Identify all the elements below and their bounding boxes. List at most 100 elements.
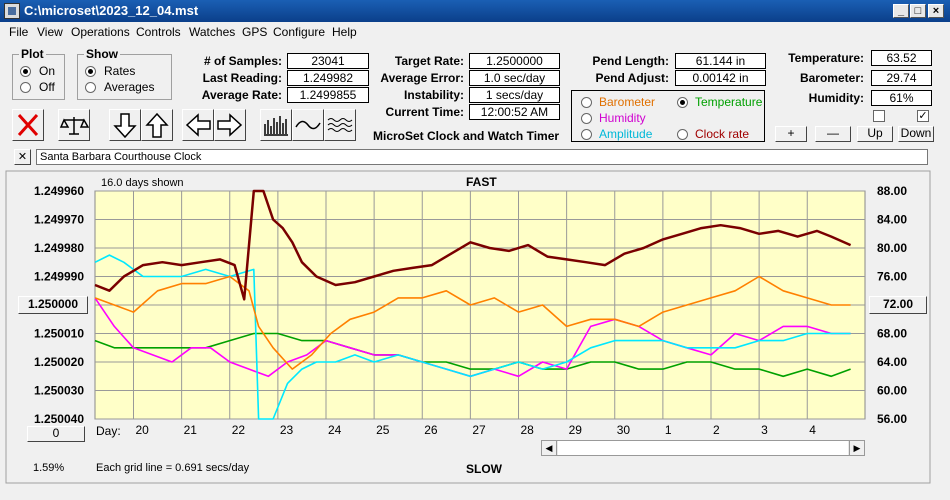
plot-off-radio[interactable] (20, 82, 31, 93)
menu-operations[interactable]: Operations (71, 25, 130, 39)
menu-watches[interactable]: Watches (189, 25, 236, 39)
clear-icon (17, 113, 39, 137)
arrow-down-button[interactable] (109, 109, 141, 141)
amplitude-radio[interactable] (581, 129, 592, 140)
amplitude-option: Amplitude (599, 127, 653, 141)
scroll-right-icon[interactable]: ▶ (849, 441, 864, 455)
aux-checkbox-1[interactable] (873, 110, 885, 122)
show-group: Show Rates Averages (77, 47, 172, 100)
clock-rate-radio[interactable] (677, 129, 688, 140)
y2-tick-label: 80.00 (877, 241, 907, 255)
arrow-right-icon (217, 113, 243, 137)
minimize-button[interactable]: _ (893, 4, 909, 18)
scroll-thumb[interactable] (558, 441, 848, 455)
arrow-left-icon (185, 113, 211, 137)
plus-button[interactable]: + (775, 126, 807, 142)
temperature-label: Temperature: (788, 51, 864, 65)
aux-checkbox-2[interactable]: ✓ (917, 110, 929, 122)
barometer-option: Barometer (599, 95, 656, 109)
menu-gps[interactable]: GPS (242, 25, 268, 39)
maximize-button[interactable]: □ (910, 4, 926, 18)
show-averages-radio[interactable] (85, 82, 96, 93)
current-time-label: Current Time: (385, 105, 464, 119)
wave-button[interactable] (292, 109, 324, 141)
center-rate-button[interactable]: 1.250000 (18, 296, 88, 314)
title-bar: C:\microset\2023_12_04.mst _ □ × (0, 0, 950, 22)
x-tick-label: 28 (521, 423, 535, 437)
pend-adjust-field: 0.00142 in (675, 70, 766, 86)
y-axis-left: 1.249960 1.249970 1.249980 1.249990 1.250010… (34, 184, 84, 426)
left-scale-button[interactable]: 0 (27, 426, 85, 442)
app-icon[interactable] (4, 3, 20, 19)
samples-label: # of Samples: (203, 54, 282, 68)
series-line-barometer (94, 332, 851, 378)
arrow-right-button[interactable] (214, 109, 246, 141)
menu-view[interactable]: View (37, 25, 63, 39)
x-tick-label: 20 (136, 423, 150, 437)
temperature-radio[interactable] (677, 97, 688, 108)
x-tick-label: 26 (424, 423, 438, 437)
window-title: C:\microset\2023_12_04.mst (24, 3, 199, 18)
pend-length-field: 61.144 in (675, 53, 766, 69)
plot-on-label: On (39, 64, 56, 78)
last-reading-label: Last Reading: (202, 71, 282, 85)
menu-configure[interactable]: Configure (273, 25, 326, 39)
y-tick-label: 1.250030 (34, 384, 84, 398)
arrow-left-button[interactable] (182, 109, 214, 141)
scroll-left-icon[interactable]: ◀ (542, 441, 557, 455)
description-field[interactable]: Santa Barbara Courthouse Clock (36, 149, 928, 165)
histogram-button[interactable] (260, 109, 292, 141)
y-axis-right: 88.00 84.00 80.00 76.00 68.00 64.00 60.00 56.00 (877, 184, 907, 426)
histogram-icon (264, 116, 288, 136)
y2-tick-label: 60.00 (877, 384, 907, 398)
clear-button[interactable] (12, 109, 44, 141)
plot-on-radio[interactable] (20, 66, 31, 77)
temperature-option: Temperature (695, 95, 763, 109)
clock-rate-option: Clock rate (695, 127, 750, 141)
barometer-radio[interactable] (581, 97, 592, 108)
show-group-title: Show (84, 47, 120, 61)
up-button[interactable]: Up (857, 126, 893, 142)
balance-button[interactable] (58, 109, 90, 141)
x-axis: 20 21 22 23 24 25 26 27 28 29 30 1 2 3 4 (136, 423, 817, 437)
y-tick-label: 1.250020 (34, 355, 84, 369)
menu-help[interactable]: Help (332, 25, 357, 39)
humidity-field: 61% (871, 90, 932, 106)
down-button[interactable]: Down (898, 126, 934, 142)
instability-label: Instability: (403, 88, 464, 102)
center-aux-button[interactable]: 72.00 (869, 296, 927, 314)
average-error-field: 1.0 sec/day (469, 70, 560, 86)
y-tick-label: 1.249990 (34, 270, 84, 284)
humidity-radio[interactable] (581, 113, 592, 124)
horizontal-scrollbar[interactable]: ◀ ▶ (541, 440, 865, 456)
menu-bar: File View Operations Controls Watches GP… (0, 22, 950, 42)
grid-note: Each grid line = 0.691 secs/day (96, 462, 250, 474)
arrow-up-button[interactable] (141, 109, 173, 141)
plot-off-label: Off (39, 80, 55, 94)
y-tick-label: 1.249980 (34, 241, 84, 255)
clear-description-button[interactable]: ✕ (14, 149, 31, 165)
current-time-field: 12:00:52 AM (469, 104, 560, 120)
target-rate-label: Target Rate: (394, 54, 464, 68)
y-tick-label: 1.250040 (34, 412, 84, 426)
plot-group: Plot On Off (12, 47, 65, 100)
waves-icon (327, 118, 353, 132)
slow-label: SLOW (466, 462, 502, 476)
series-line-temperature (94, 275, 851, 370)
show-rates-label: Rates (104, 64, 136, 78)
temperature-field: 63.52 (871, 50, 932, 66)
series-line-amplitude (94, 254, 851, 420)
minus-button[interactable]: — (815, 126, 851, 142)
chart-frame (5, 170, 931, 484)
pend-length-label: Pend Length: (592, 54, 669, 68)
show-rates-radio[interactable] (85, 66, 96, 77)
app-name-label: MicroSet Clock and Watch Timer (373, 129, 560, 143)
balance-icon (59, 117, 90, 135)
barometer-label: Barometer: (799, 71, 864, 85)
close-button[interactable]: × (928, 4, 944, 18)
waves-button[interactable] (324, 109, 356, 141)
series-line-rate (94, 189, 852, 301)
menu-file[interactable]: File (9, 25, 29, 39)
menu-controls[interactable]: Controls (136, 25, 181, 39)
